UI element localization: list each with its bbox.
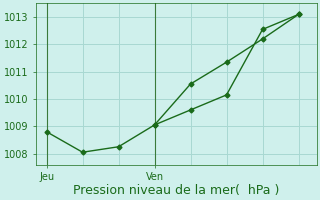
X-axis label: Pression niveau de la mer(  hPa ): Pression niveau de la mer( hPa ): [73, 184, 279, 197]
